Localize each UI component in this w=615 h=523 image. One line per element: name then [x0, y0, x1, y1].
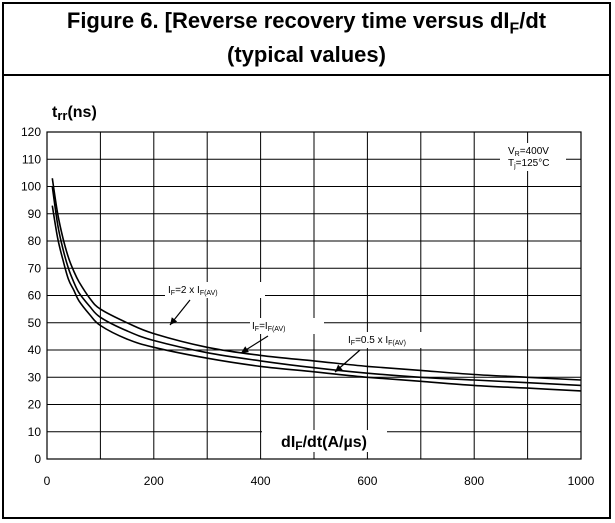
arrowhead-icon: [170, 317, 178, 325]
y-tick-label: 50: [28, 316, 42, 330]
x-axis-label: dIF/dt(A/µs): [281, 434, 367, 453]
plot-area-border: [46, 131, 582, 460]
x-tick-label: 200: [144, 474, 164, 488]
x-axis-label-background: [262, 430, 387, 452]
y-axis-label: trr(ns): [52, 104, 97, 123]
series-line-3: [51, 205, 582, 392]
y-tick-label: 20: [28, 398, 42, 412]
y-tick-label: 30: [28, 370, 42, 384]
series-label-background: [165, 282, 265, 298]
series-label-background: [250, 318, 324, 334]
series-label-2: IF=IF(AV): [252, 321, 285, 333]
x-tick-label: 600: [357, 474, 377, 488]
y-tick-label: 110: [22, 152, 41, 166]
y-tick-label: 0: [34, 452, 41, 466]
title-suffix: /dt: [519, 8, 547, 33]
y-tick-label: 120: [21, 125, 41, 139]
y-tick-label: 80: [28, 234, 42, 248]
y-tick-label: 10: [28, 425, 42, 439]
x-tick-label: 1000: [568, 474, 595, 488]
arrowhead-icon: [241, 346, 249, 353]
y-tick-label: 100: [21, 180, 41, 194]
condition-label: Tj=125°C: [508, 158, 549, 170]
y-tick-label: 60: [28, 289, 42, 303]
x-tick-label: 800: [464, 474, 484, 488]
title-line-1: Figure 6. [Reverse recovery time versus …: [4, 8, 609, 42]
series-label-background: [346, 332, 432, 348]
figure-title: Figure 6. [Reverse recovery time versus …: [4, 4, 609, 76]
y-tick-label: 90: [28, 207, 42, 221]
arrowhead-icon: [335, 364, 343, 372]
title-prefix: Figure 6. [Reverse recovery time versus …: [66, 8, 510, 33]
figure-frame: Figure 6. [Reverse recovery time versus …: [2, 2, 611, 519]
series-label-1: IF=2 x IF(AV): [168, 285, 218, 297]
series-line-1: [51, 178, 582, 381]
series-line-2: [51, 186, 582, 387]
condition-label: VR=400V: [508, 146, 549, 158]
series-label-3: IF=0.5 x IF(AV): [348, 335, 406, 347]
conditions-background: [500, 143, 566, 171]
y-tick-label: 40: [28, 343, 42, 357]
y-tick-label: 70: [28, 261, 42, 275]
title-subscript: F: [509, 20, 520, 38]
x-tick-label: 0: [44, 474, 51, 488]
x-tick-label: 400: [251, 474, 271, 488]
title-line-2: (typical values): [227, 42, 386, 68]
